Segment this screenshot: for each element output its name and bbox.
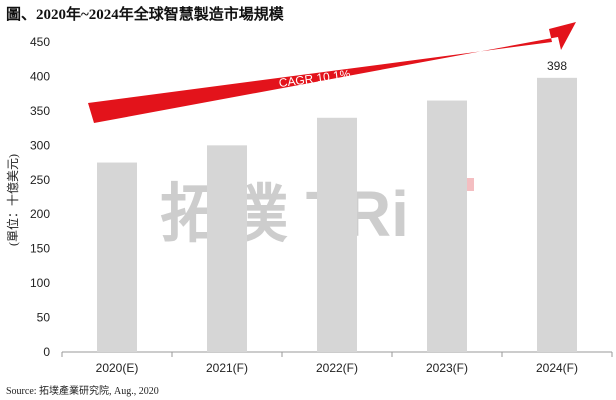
- x-tick-label: 2022(F): [316, 361, 358, 375]
- chart-title: 圖、2020年~2024年全球智慧製造市場規模: [6, 5, 285, 23]
- watermark: 拓墣 TRi: [160, 178, 474, 250]
- cagr-arrow-shape: [88, 22, 576, 123]
- x-tick-label: 2021(F): [206, 361, 248, 375]
- y-tick-label: 50: [37, 311, 51, 325]
- cagr-label: CAGR 10.1%: [278, 67, 352, 90]
- y-tick-label: 0: [43, 345, 50, 359]
- bar-2020(E): [97, 162, 137, 352]
- y-tick-label: 250: [30, 173, 50, 187]
- y-tick-label: 300: [30, 138, 50, 152]
- x-tick-label: 2020(E): [96, 361, 139, 375]
- bar-2021(F): [207, 145, 247, 352]
- watermark-text: 拓墣 TRi: [160, 178, 409, 250]
- labels: 2020(E) 2021(F) 2022(F) 2023(F) 2024(F) 398: [96, 59, 578, 375]
- bar-2022(F): [317, 117, 357, 353]
- y-tick-label: 100: [30, 276, 50, 290]
- y-tick-label: 350: [30, 104, 50, 118]
- bar-2024(F): [537, 77, 577, 353]
- data-label: 398: [547, 59, 567, 73]
- y-tick-label: 200: [30, 207, 50, 221]
- y-tick-label: 150: [30, 242, 50, 256]
- x-tick-label: 2024(F): [536, 361, 578, 375]
- y-tick-label: 450: [30, 35, 50, 49]
- cagr-arrow: CAGR 10.1%: [88, 22, 576, 123]
- y-tick-label: 400: [30, 69, 50, 83]
- source-note: Source: 拓墣產業研究院, Aug., 2020: [6, 384, 159, 397]
- y-axis-label: (單位：十億美元): [5, 154, 20, 246]
- x-tick-label: 2023(F): [426, 361, 468, 375]
- bar-2023(F): [427, 100, 467, 352]
- bars: [97, 77, 577, 353]
